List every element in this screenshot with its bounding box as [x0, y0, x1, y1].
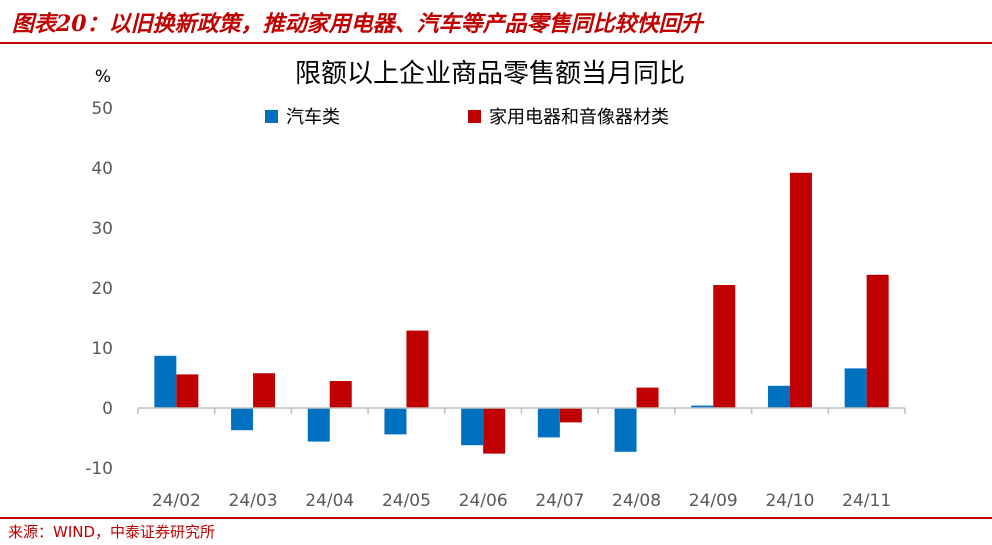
bar-chart: 限额以上企业商品零售额当月同比 % 汽车类 家用电器和音像器材类 -10 0 10 20… — [85, 59, 906, 511]
x-tick-label: 24/11 — [842, 491, 891, 511]
figure-title: 图表20：以旧换新政策，推动家用电器、汽车等产品零售同比较快回升 — [12, 11, 703, 37]
y-axis: -10 0 10 20 30 40 50 — [85, 99, 113, 479]
x-tick-label: 24/08 — [612, 491, 661, 511]
y-tick-label: 0 — [102, 399, 113, 419]
y-tick-label: 40 — [91, 159, 113, 179]
legend-label-appliance: 家用电器和音像器材类 — [489, 107, 669, 128]
y-tick-label: 10 — [91, 339, 113, 359]
bar-appliance-24-05 — [406, 330, 429, 408]
bar-appliance-24-10 — [789, 172, 812, 408]
y-tick-label: 50 — [91, 99, 113, 119]
x-tick-label: 24/07 — [535, 491, 584, 511]
x-tick-label: 24/04 — [305, 491, 354, 511]
y-tick-label: -10 — [85, 459, 113, 479]
legend-label-auto: 汽车类 — [286, 107, 340, 128]
bar-appliance-24-09 — [713, 285, 736, 408]
y-tick-label: 20 — [91, 279, 113, 299]
x-tick-label: 24/05 — [382, 491, 431, 511]
figure-header: 图表20：以旧换新政策，推动家用电器、汽车等产品零售同比较快回升 — [0, 0, 992, 44]
legend: 汽车类 家用电器和音像器材类 — [265, 107, 669, 128]
bars — [154, 172, 889, 454]
bar-auto-24-02 — [154, 355, 177, 408]
legend-swatch-auto — [265, 110, 278, 123]
chart-title: 限额以上企业商品零售额当月同比 — [295, 59, 685, 89]
bar-appliance-24-02 — [176, 374, 199, 408]
bar-appliance-24-06 — [483, 408, 506, 454]
bar-appliance-24-03 — [253, 373, 276, 408]
bar-auto-24-03 — [231, 408, 254, 431]
x-tick-label: 24/10 — [765, 491, 814, 511]
bar-auto-24-08 — [614, 408, 637, 452]
x-tick-label: 24/02 — [152, 491, 201, 511]
source-note: 来源：WIND，中泰证券研究所 — [8, 523, 216, 541]
footer-divider — [0, 517, 992, 519]
x-tick-label: 24/06 — [459, 491, 508, 511]
x-axis: 24/02 24/03 24/04 24/05 24/06 24/07 24/08 24/09… — [137, 407, 906, 511]
bar-auto-24-07 — [537, 408, 560, 438]
bar-auto-24-11 — [844, 368, 867, 408]
bar-appliance-24-11 — [866, 274, 889, 408]
x-tick-label: 24/09 — [689, 491, 738, 511]
bar-auto-24-09 — [691, 405, 714, 408]
bar-auto-24-04 — [307, 408, 330, 442]
bar-auto-24-06 — [461, 408, 484, 446]
bar-auto-24-10 — [767, 385, 790, 408]
y-tick-label: 30 — [91, 219, 113, 239]
header-divider — [0, 42, 992, 44]
legend-swatch-appliance — [468, 110, 481, 123]
bar-auto-24-05 — [384, 408, 407, 435]
bar-appliance-24-08 — [636, 387, 659, 408]
bar-appliance-24-07 — [559, 408, 582, 423]
x-tick-label: 24/03 — [229, 491, 278, 511]
y-axis-unit-label: % — [95, 67, 111, 87]
bar-appliance-24-04 — [329, 381, 352, 408]
